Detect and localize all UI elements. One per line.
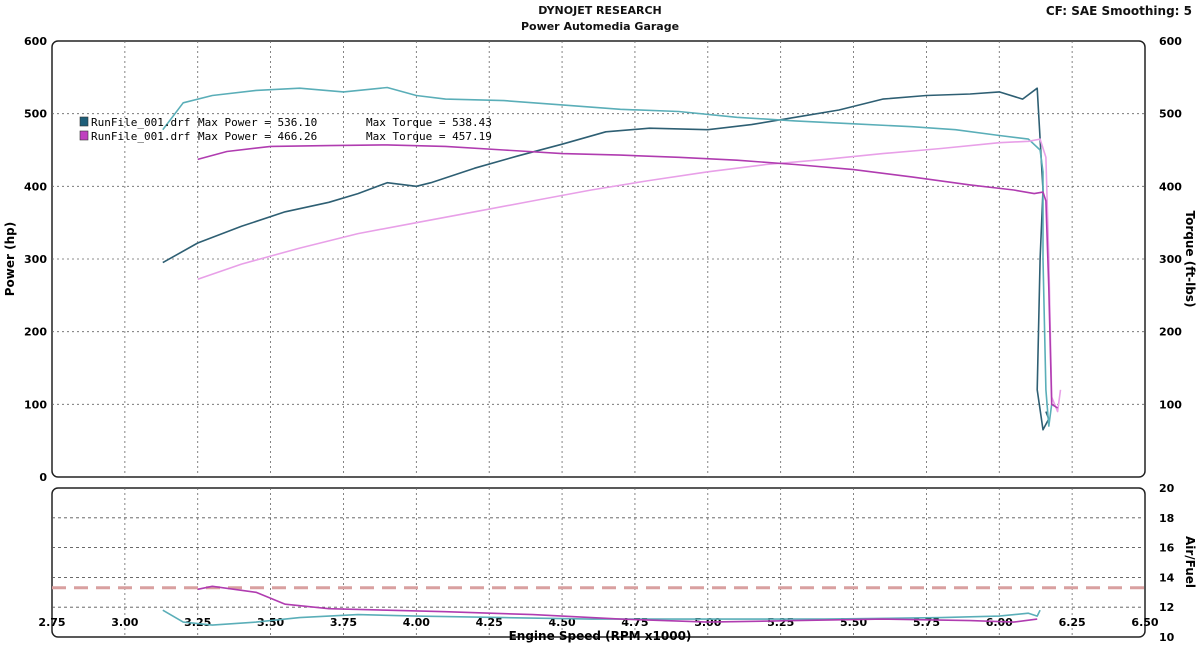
power-tick-label: 500 — [24, 108, 47, 121]
rpm-tick-label: 4.75 — [621, 616, 648, 629]
rpm-tick-label: 4.00 — [403, 616, 430, 629]
x-axis-title: Engine Speed (RPM x1000) — [509, 629, 692, 643]
torque-tick-label: 600 — [1159, 35, 1182, 48]
legend-file: RunFile_001.drf — [91, 116, 190, 129]
chart-title: DYNOJET RESEARCH — [538, 4, 662, 17]
rpm-tick-label: 3.50 — [257, 616, 284, 629]
chart-subtitle: Power Automedia Garage — [520, 20, 680, 33]
legend-swatch — [79, 130, 89, 141]
rpm-tick-label: 2.75 — [38, 616, 65, 629]
legend-max-torque: Max Torque = 538.43 — [366, 116, 492, 129]
legend-max-torque: Max Torque = 457.19 — [366, 130, 492, 143]
rpm-tick-label: 5.25 — [767, 616, 794, 629]
afr-tick-label: 16 — [1159, 542, 1175, 555]
rpm-tick-label: 6.25 — [1059, 616, 1086, 629]
afr-axis-title: Air/Fuel — [1183, 536, 1197, 588]
afr-tick-label: 20 — [1159, 482, 1175, 495]
power-tick-label: 200 — [24, 326, 47, 339]
power-tick-label: 100 — [24, 398, 47, 411]
torque-tick-label: 100 — [1159, 398, 1182, 411]
rpm-tick-label: 6.00 — [986, 616, 1013, 629]
left-axis-title: Power (hp) — [3, 222, 17, 296]
power-tick-label: 300 — [24, 253, 47, 266]
rpm-tick-label: 4.25 — [476, 616, 503, 629]
power-tick-label: 0 — [39, 471, 47, 484]
torque-tick-label: 500 — [1159, 108, 1182, 121]
run2-torque-line — [197, 144, 1059, 409]
air-fuel-panel — [51, 487, 1146, 638]
run1-torque-line — [162, 86, 1053, 427]
torque-tick-label: 200 — [1159, 326, 1182, 339]
afr-tick-label: 18 — [1159, 512, 1174, 525]
afr-tick-label: 10 — [1159, 631, 1175, 644]
torque-tick-label: 400 — [1159, 180, 1182, 193]
afr-tick-label: 14 — [1159, 571, 1175, 584]
run2-afr-line — [197, 585, 1038, 623]
rpm-tick-label: 3.25 — [184, 616, 211, 629]
legend-max-power: Max Power = 466.26 — [198, 130, 317, 143]
power-tick-label: 400 — [24, 180, 47, 193]
rpm-tick-label: 3.75 — [330, 616, 357, 629]
right-axis-title: Torque (ft-lbs) — [1183, 211, 1197, 308]
rpm-tick-label: 3.00 — [111, 616, 138, 629]
legend-max-power: Max Power = 536.10 — [198, 116, 317, 129]
torque-tick-label: 300 — [1159, 253, 1182, 266]
settings-readout: CF: SAE Smoothing: 5 — [1045, 4, 1192, 18]
legend-swatch — [79, 116, 89, 127]
run1-afr-line — [162, 609, 1041, 626]
rpm-tick-label: 6.50 — [1131, 616, 1158, 629]
run2-power-line — [197, 138, 1062, 413]
legend-file: RunFile_001.drf — [91, 130, 190, 143]
afr-tick-label: 12 — [1159, 601, 1174, 614]
power-tick-label: 600 — [24, 35, 47, 48]
